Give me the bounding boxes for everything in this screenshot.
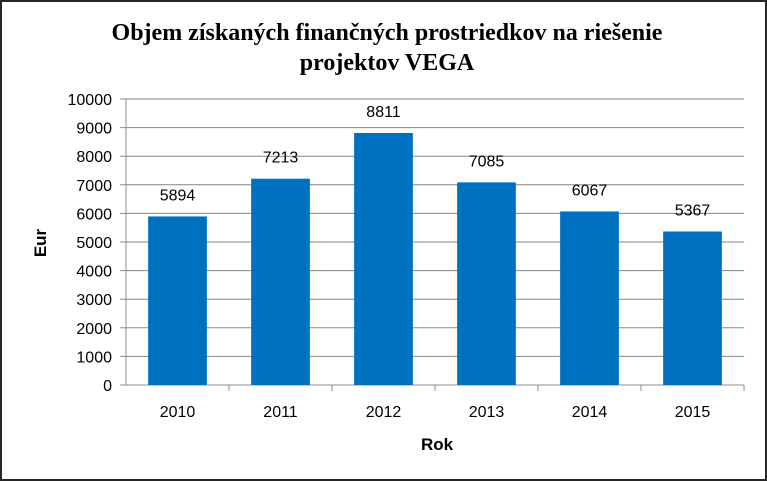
- y-tick-labels: 0 1000 2000 3000 4000 5000 6000 7000 8000 9000 100…: [68, 92, 113, 395]
- bar: [457, 182, 516, 385]
- bar: [354, 133, 413, 385]
- data-label: 5367: [675, 203, 711, 220]
- y-tick-label: 7000: [76, 178, 112, 195]
- bar: [560, 211, 619, 385]
- y-tick-label: 6000: [76, 206, 112, 223]
- x-tick-label: 2015: [675, 404, 711, 421]
- data-labels: 5894 7213 8811 7085 6067 5367: [160, 104, 711, 219]
- y-tick-label: 5000: [76, 235, 112, 252]
- x-axis-title: Rok: [421, 435, 454, 454]
- y-tick-label: 2000: [76, 321, 112, 338]
- bar: [148, 216, 207, 385]
- bars: [148, 133, 722, 385]
- data-label: 5894: [160, 187, 196, 204]
- y-axis-title: Eur: [31, 228, 50, 257]
- x-tick-label: 2010: [160, 404, 196, 421]
- data-label: 8811: [366, 104, 401, 121]
- y-tick-label: 1000: [76, 349, 112, 366]
- x-tick-label: 2012: [366, 404, 402, 421]
- y-tick-label: 9000: [76, 121, 112, 138]
- chart-title: Objem získaných finančných prostriedkov …: [42, 18, 732, 78]
- y-tick-label: 0: [103, 378, 112, 395]
- x-tick-label: 2011: [263, 404, 298, 421]
- data-label: 7213: [263, 150, 299, 167]
- bar: [251, 178, 310, 385]
- y-tick-label: 3000: [76, 292, 112, 309]
- chart-title-line-2: projektov VEGA: [299, 50, 475, 76]
- gridlines: [120, 98, 745, 391]
- data-label: 7085: [469, 153, 505, 170]
- x-tick-label: 2014: [572, 404, 608, 421]
- bar: [663, 231, 722, 385]
- y-tick-label: 10000: [68, 92, 113, 109]
- data-label: 6067: [572, 182, 608, 199]
- chart-title-line-1: Objem získaných finančných prostriedkov …: [111, 20, 663, 46]
- y-tick-label: 4000: [76, 264, 112, 281]
- y-tick-label: 8000: [76, 149, 112, 166]
- x-tick-labels: 2010 2011 2012 2013 2014 2015: [160, 404, 711, 421]
- x-tick-label: 2013: [469, 404, 505, 421]
